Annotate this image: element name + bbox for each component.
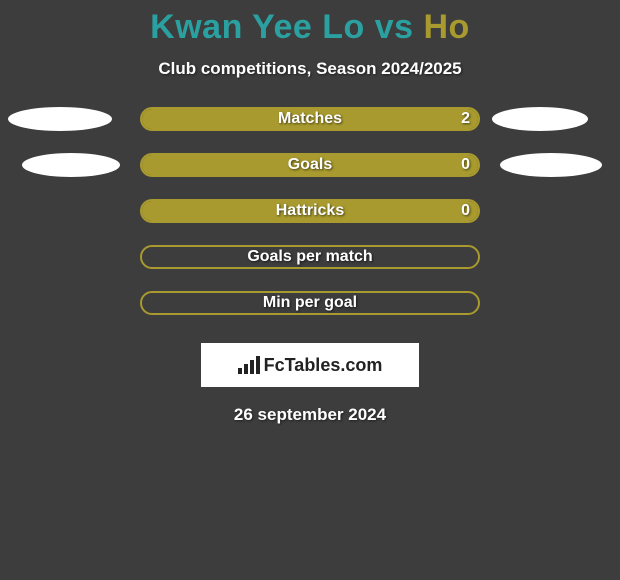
site-logo: FcTables.com <box>238 355 383 376</box>
bar-container <box>140 107 480 131</box>
player1-name: Kwan Yee Lo <box>150 8 365 46</box>
bar-container <box>140 291 480 315</box>
comparison-chart: Matches2Goals0Hattricks0Goals per matchM… <box>0 107 620 337</box>
bar-container <box>140 199 480 223</box>
stat-row: Min per goal <box>0 291 620 337</box>
stat-row: Matches2 <box>0 107 620 153</box>
stat-row: Goals per match <box>0 245 620 291</box>
logo-box: FcTables.com <box>201 343 419 387</box>
stat-row: Goals0 <box>0 153 620 199</box>
subtitle: Club competitions, Season 2024/2025 <box>0 59 620 79</box>
player2-ellipse <box>492 107 588 131</box>
vs-separator: vs <box>365 8 424 46</box>
bar-container <box>140 153 480 177</box>
bar-fill <box>142 109 478 129</box>
player2-name: Ho <box>424 8 470 46</box>
stat-row: Hattricks0 <box>0 199 620 245</box>
bar-container <box>140 245 480 269</box>
bars-icon <box>238 356 260 374</box>
page-title: Kwan Yee Lo vs Ho <box>0 0 620 47</box>
bar-fill <box>142 155 478 175</box>
logo-text: FcTables.com <box>264 355 383 376</box>
date-text: 26 september 2024 <box>0 405 620 425</box>
player1-ellipse <box>22 153 120 177</box>
bar-fill <box>142 201 478 221</box>
player2-ellipse <box>500 153 602 177</box>
player1-ellipse <box>8 107 112 131</box>
